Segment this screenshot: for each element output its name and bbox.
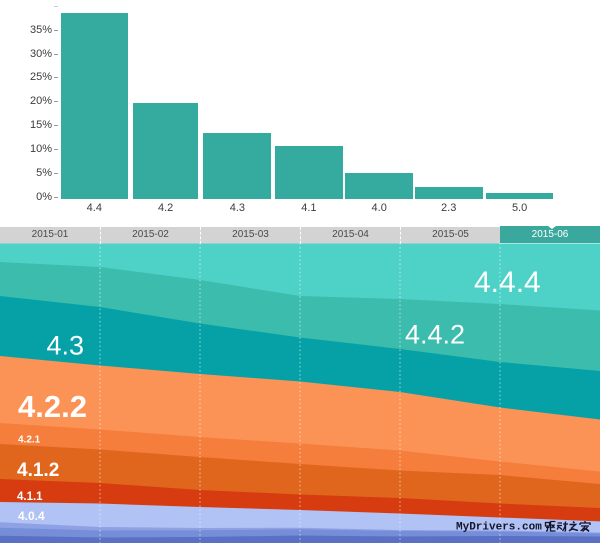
svg-text:4.4.2: 4.4.2 <box>405 320 465 350</box>
svg-text:4.2.2: 4.2.2 <box>18 389 87 424</box>
svg-text:4.2.1: 4.2.1 <box>18 435 41 446</box>
svg-text:4.4.4: 4.4.4 <box>474 266 541 299</box>
svg-text:4.3: 4.3 <box>47 331 85 361</box>
svg-text:4.1.1: 4.1.1 <box>17 491 43 503</box>
svg-text:4.1.2: 4.1.2 <box>17 460 59 481</box>
svg-text:4.0.4: 4.0.4 <box>18 509 45 523</box>
svg-text:MyDrivers.com: MyDrivers.com <box>456 522 542 534</box>
